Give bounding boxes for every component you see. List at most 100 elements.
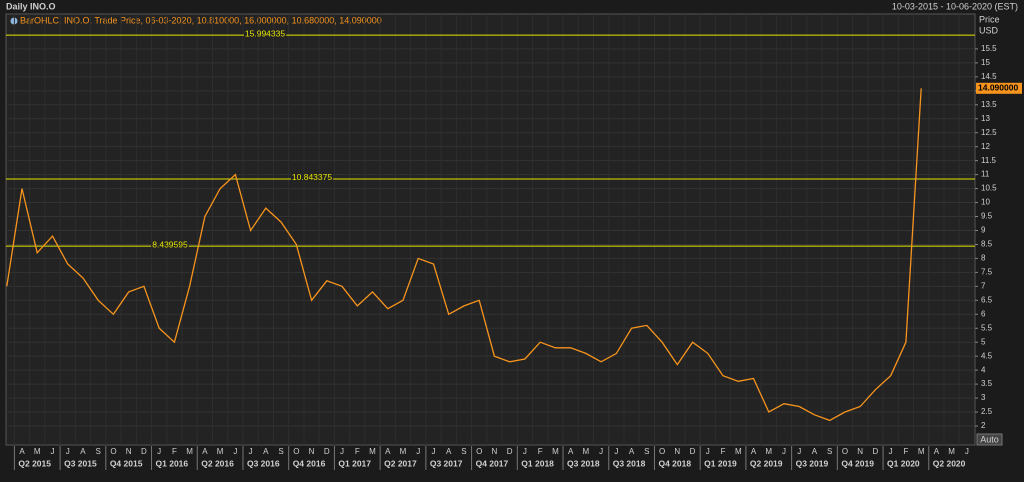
x-tick-label: D	[507, 447, 513, 456]
x-tick-label: J	[797, 447, 801, 456]
x-tick-label: M	[765, 447, 772, 456]
x-tick-label: M	[918, 447, 925, 456]
x-tick-label: J	[706, 447, 710, 456]
y-tick-label: 3	[981, 393, 986, 402]
x-tick-label: J	[416, 447, 420, 456]
x-tick-label: M	[735, 447, 742, 456]
quarter-label: Q2 2016	[201, 458, 234, 468]
y-tick-label: 13	[981, 114, 990, 123]
quarter-label: Q4 2017	[476, 458, 509, 468]
x-tick-label: M	[369, 447, 376, 456]
y-tick-label: 14.5	[981, 72, 997, 81]
y-tick-label: 15.5	[981, 44, 997, 53]
quarter-label: Q4 2016	[293, 458, 326, 468]
x-tick-label: D	[873, 447, 879, 456]
x-tick-label: F	[903, 447, 908, 456]
y-tick-label: 15	[981, 58, 990, 67]
x-tick-label: J	[340, 447, 344, 456]
y-tick-label: 8	[981, 254, 986, 263]
x-tick-label: S	[96, 447, 101, 456]
x-tick-label: A	[812, 447, 818, 456]
x-tick-label: M	[400, 447, 407, 456]
reference-label: 8.439595	[152, 239, 188, 249]
x-tick-label: O	[293, 447, 299, 456]
x-tick-label: F	[355, 447, 360, 456]
x-tick-label: J	[249, 447, 253, 456]
x-tick-label: J	[233, 447, 237, 456]
x-tick-label: N	[857, 447, 863, 456]
x-tick-label: A	[263, 447, 269, 456]
y-tick-label: 11.5	[981, 156, 997, 165]
x-tick-label: A	[19, 447, 25, 456]
reference-label: 15.994335	[245, 28, 285, 38]
x-tick-label: S	[827, 447, 832, 456]
x-tick-label: J	[66, 447, 70, 456]
y-tick-label: 12	[981, 142, 990, 151]
x-tick-label: O	[476, 447, 482, 456]
last-price-label: 14.090000	[978, 83, 1018, 93]
quarter-label: Q4 2015	[110, 458, 143, 468]
x-tick-label: J	[614, 447, 618, 456]
x-tick-label: J	[599, 447, 603, 456]
quarter-label: Q2 2019	[750, 458, 783, 468]
quarter-label: Q1 2020	[887, 458, 920, 468]
quarter-label: Q4 2019	[841, 458, 874, 468]
x-tick-label: M	[948, 447, 955, 456]
x-tick-label: A	[202, 447, 208, 456]
x-tick-label: M	[217, 447, 224, 456]
quarter-label: Q2 2015	[18, 458, 51, 468]
quarter-label: Q2 2017	[384, 458, 417, 468]
y-tick-label: 10.5	[981, 184, 997, 193]
x-tick-label: A	[446, 447, 452, 456]
y-tick-label: 5.5	[981, 323, 993, 332]
quarter-label: Q2 2020	[933, 458, 966, 468]
x-tick-label: S	[461, 447, 466, 456]
x-tick-label: F	[538, 447, 543, 456]
date-range: 10-03-2015 - 10-06-2020 (EST)	[892, 1, 1018, 11]
y-tick-label: 2.5	[981, 407, 993, 416]
x-tick-label: S	[644, 447, 649, 456]
x-tick-label: D	[324, 447, 330, 456]
plot-area	[5, 13, 976, 446]
x-tick-label: A	[80, 447, 86, 456]
x-tick-label: A	[568, 447, 574, 456]
y-tick-label: 13.5	[981, 100, 997, 109]
y-tick-label: 4	[981, 365, 986, 374]
legend-text: BarOHLC, INO.O, Trade Price, 06-03-2020,…	[20, 15, 382, 25]
y-tick-label: 11	[981, 170, 990, 179]
y-tick-label: 8.5	[981, 240, 993, 249]
x-tick-label: J	[782, 447, 786, 456]
y-tick-label: 10	[981, 198, 990, 207]
x-tick-label: M	[186, 447, 193, 456]
x-tick-label: J	[523, 447, 527, 456]
x-tick-label: J	[431, 447, 435, 456]
y-tick-label: 4.5	[981, 351, 993, 360]
quarter-label: Q3 2016	[247, 458, 280, 468]
x-tick-label: N	[492, 447, 498, 456]
auto-button[interactable]	[976, 433, 1003, 446]
quarter-label: Q3 2019	[796, 458, 829, 468]
y-tick-label: 7.5	[981, 267, 993, 276]
x-tick-label: M	[34, 447, 41, 456]
x-tick-label: F	[172, 447, 177, 456]
quarter-label: Q4 2018	[658, 458, 691, 468]
chart-title: Daily INO.O	[6, 1, 56, 11]
y-tick-label: 6	[981, 309, 986, 318]
y-axis-label: Price	[979, 14, 1000, 24]
quarter-label: Q3 2017	[430, 458, 463, 468]
y-tick-label: 6.5	[981, 295, 993, 304]
auto-button-label[interactable]: Auto	[980, 434, 999, 444]
x-tick-label: D	[141, 447, 147, 456]
x-tick-label: N	[674, 447, 680, 456]
x-tick-label: M	[583, 447, 590, 456]
x-tick-label: O	[659, 447, 665, 456]
x-tick-label: N	[309, 447, 315, 456]
x-tick-label: N	[126, 447, 132, 456]
x-tick-label: J	[157, 447, 161, 456]
y-tick-label: 9.5	[981, 212, 993, 221]
x-tick-label: J	[50, 447, 54, 456]
reference-label: 10.843375	[292, 172, 332, 182]
y-tick-label: 3.5	[981, 379, 993, 388]
quarter-label: Q1 2019	[704, 458, 737, 468]
